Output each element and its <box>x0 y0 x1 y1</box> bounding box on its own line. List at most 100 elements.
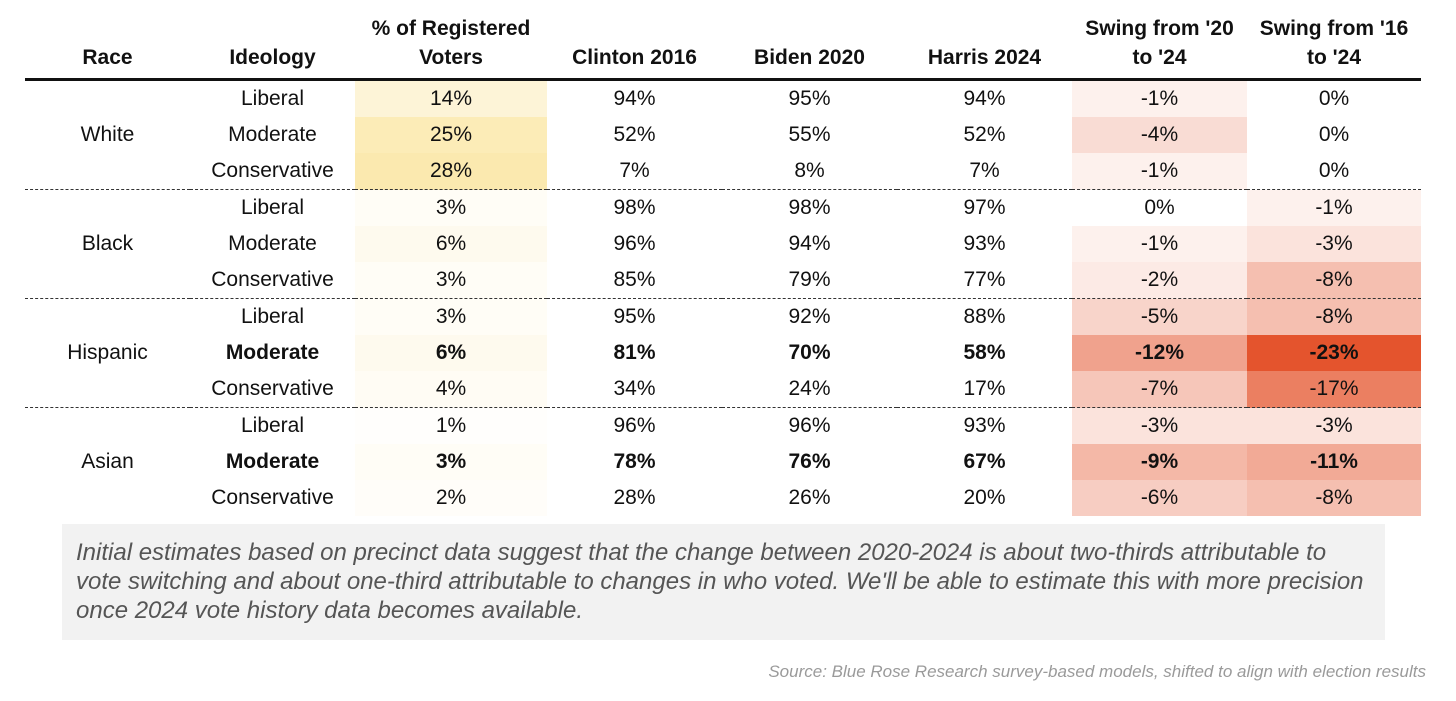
value-cell: -5% <box>1072 298 1247 335</box>
value-cell: 14% <box>355 79 547 117</box>
value-cell: -3% <box>1247 226 1421 262</box>
value-cell: 2% <box>355 480 547 516</box>
results-table: Race Ideology% of Registered Voters Clinto… <box>25 14 1421 516</box>
ideology-cell: Liberal <box>190 407 355 444</box>
value-cell: -7% <box>1072 371 1247 408</box>
value-cell: -23% <box>1247 335 1421 371</box>
value-cell: 52% <box>613 123 656 146</box>
value-cell: -3% <box>1072 407 1247 444</box>
value-cell: 95% <box>788 87 831 110</box>
value-cell: 26% <box>788 486 831 509</box>
value-cell: 95% <box>547 298 722 335</box>
value-cell: -1% <box>1247 189 1421 226</box>
value-cell: 7% <box>969 159 1000 182</box>
table-row: Conservative 2% 28% 26% 20% -6% -8% <box>25 480 1421 516</box>
value-cell: 6% <box>355 335 547 371</box>
value-cell: 81% <box>613 341 656 364</box>
value-cell: -11% <box>1247 444 1421 480</box>
value-cell: 8% <box>794 159 825 182</box>
value-cell: 96% <box>547 407 722 444</box>
value-cell: 3% <box>355 189 547 226</box>
value-cell: -1% <box>1072 226 1247 262</box>
value-cell: -8% <box>1247 298 1421 335</box>
value-cell: 28% <box>613 486 656 509</box>
race-cell: White <box>80 123 135 146</box>
ideology-cell: Moderate <box>225 450 320 473</box>
value-cell: -8% <box>1247 262 1421 299</box>
column-header: Swing from '16 to '24 <box>1247 14 1421 81</box>
ideology-cell: Moderate <box>228 123 317 146</box>
value-cell: 25% <box>355 117 547 153</box>
table-row: Conservative 4% 34% 24% 17% -7% -17% <box>25 371 1421 408</box>
source: Source: Blue Rose Research survey-based … <box>768 662 1426 681</box>
value-cell: 17% <box>963 377 1006 400</box>
ideology-cell: Conservative <box>211 159 334 182</box>
value-cell: 55% <box>788 123 831 146</box>
column-header: Ideology <box>190 14 355 81</box>
value-cell: -9% <box>1072 444 1247 480</box>
value-cell: 34% <box>613 377 656 400</box>
table-body: White Liberal 14% 94% 95% 94% -1% 0% Moderate 25%… <box>25 79 1421 516</box>
column-header: Harris 2024 <box>897 14 1072 81</box>
table-row: Moderate 6% 81% 70% 58% -12% -23% <box>25 335 1421 371</box>
value-cell: 94% <box>788 232 831 255</box>
value-cell: -1% <box>1072 153 1247 190</box>
column-header: Swing from '20 to '24 <box>1072 14 1247 81</box>
ideology-cell: Liberal <box>190 189 355 226</box>
value-cell: 77% <box>963 268 1006 291</box>
value-cell: 79% <box>788 268 831 291</box>
table-row: Asian Liberal 1% 96% 96% 93% -3% -3% <box>25 407 1421 516</box>
value-cell: 58% <box>963 341 1006 364</box>
value-cell: 85% <box>613 268 656 291</box>
race-cell: Hispanic <box>25 298 190 408</box>
value-cell: 97% <box>897 189 1072 226</box>
ideology-cell: Conservative <box>211 377 334 400</box>
value-cell: 4% <box>355 371 547 408</box>
ideology-cell: Moderate <box>225 341 320 364</box>
value-cell: 67% <box>963 450 1006 473</box>
value-cell: 94% <box>963 87 1006 110</box>
value-cell: 24% <box>788 377 831 400</box>
table-row: Moderate 25% 52% 55% 52% -4% 0% <box>25 117 1421 153</box>
ideology-cell: Conservative <box>211 268 334 291</box>
value-cell: -6% <box>1072 480 1247 516</box>
value-cell: 88% <box>897 298 1072 335</box>
value-cell: 7% <box>619 159 650 182</box>
value-cell: 3% <box>355 444 547 480</box>
table-row: Hispanic Liberal 3% 95% 92% 88% -5% -8% <box>25 298 1421 408</box>
note: Initial estimates based on precinct data… <box>62 524 1385 640</box>
column-header: Race <box>25 14 190 81</box>
value-cell: 0% <box>1318 159 1350 182</box>
value-cell: 0% <box>1318 87 1350 110</box>
value-cell: -1% <box>1072 79 1247 117</box>
value-cell: -8% <box>1247 480 1421 516</box>
value-cell: 98% <box>547 189 722 226</box>
table-row: Conservative 28% 7% 8% 7% -1% 0% <box>25 153 1421 190</box>
value-cell: 93% <box>897 407 1072 444</box>
race-cell: Black <box>25 189 190 299</box>
value-cell: 0% <box>1318 123 1350 146</box>
value-cell: 52% <box>963 123 1006 146</box>
value-cell: -3% <box>1247 407 1421 444</box>
ideology-cell: Moderate <box>228 232 317 255</box>
value-cell: 0% <box>1072 189 1247 226</box>
table-row: Black Liberal 3% 98% 98% 97% 0% -1% <box>25 189 1421 299</box>
column-header: % of Registered Voters <box>355 14 547 81</box>
table-row: Moderate 3% 78% 76% 67% -9% -11% <box>25 444 1421 480</box>
value-cell: 28% <box>355 153 547 190</box>
column-header: Biden 2020 <box>722 14 897 81</box>
value-cell: 96% <box>722 407 897 444</box>
table-row: Conservative 3% 85% 79% 77% -2% -8% <box>25 262 1421 299</box>
value-cell: 98% <box>722 189 897 226</box>
value-cell: -17% <box>1247 371 1421 408</box>
value-cell: -4% <box>1072 117 1247 153</box>
value-cell: 6% <box>355 226 547 262</box>
value-cell: 78% <box>613 450 656 473</box>
value-cell: 3% <box>355 262 547 299</box>
value-cell: 70% <box>788 341 831 364</box>
ideology-cell: Liberal <box>190 298 355 335</box>
table-row: Moderate 6% 96% 94% 93% -1% -3% <box>25 226 1421 262</box>
column-header: Clinton 2016 <box>547 14 722 81</box>
race-cell: Asian <box>25 407 190 516</box>
